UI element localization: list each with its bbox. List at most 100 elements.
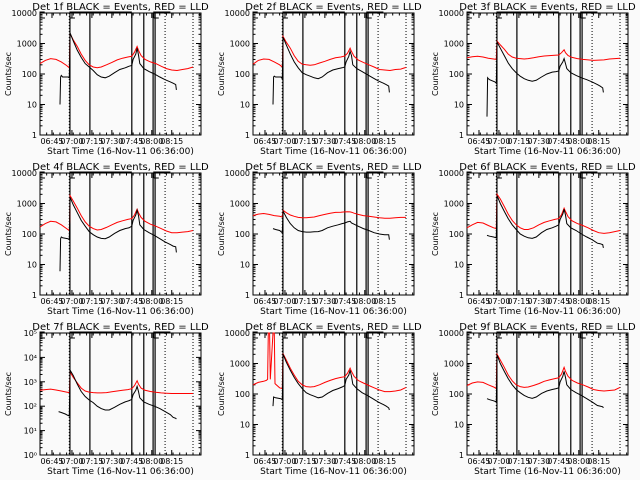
bracket-marker [69,171,132,178]
x-tick-label: 06:45 [40,137,63,146]
plot-frame [252,172,415,296]
bracket-marker [496,171,559,178]
y-tick-label: 10⁴ [24,353,37,362]
y-tick-label: 1000 [230,200,250,209]
x-tick-label: 08:00 [140,457,163,466]
x-tick-label: 07:30 [313,137,336,146]
y-tick-label: 1 [459,131,464,140]
y-tick-label: 10000 [12,169,37,178]
panel-title: Det 4f BLACK = Events, RED = LLD [32,162,209,173]
x-tick-label: 07:00 [487,297,510,306]
y-tick-label: 1 [459,291,464,300]
events-series-line [59,32,177,105]
x-tick-label: 07:00 [487,137,510,146]
x-tick-label: 08:15 [587,137,610,146]
x-tick-label: 07:00 [60,137,83,146]
bracket-marker [580,331,598,338]
y-tick-label: 1000 [230,360,250,369]
x-tick-label: 07:30 [313,297,336,306]
plot-frame [39,12,202,136]
x-tick-label: 07:45 [333,457,356,466]
x-tick-label: 08:15 [373,297,396,306]
y-tick-label: 10 [240,101,250,110]
y-tick-label: 10³ [24,378,37,387]
panel-det-7f: Det 7f BLACK = Events, RED = LLD 10⁰ 10¹ 10… [4,322,209,477]
x-tick-label: 06:45 [253,137,276,146]
x-tick-label: 06:45 [40,457,63,466]
x-tick-label: 08:00 [140,297,163,306]
bracket-marker [366,171,384,178]
y-tick-label: 10000 [225,9,250,18]
x-tick-label: 06:45 [40,297,63,306]
y-tick-label: 1 [245,131,250,140]
x-tick-label: 06:45 [253,457,276,466]
bracket-marker [580,11,598,18]
bracket-marker [466,171,472,178]
plot-frame [466,172,629,296]
panel-det-8f: Det 8f BLACK = Events, RED = LLD 1 10 100 10… [217,322,422,477]
y-tick-label: 1 [245,451,250,460]
x-axis-label: Start Time (16-Nov-11 06:36:00) [474,467,621,477]
bracket-marker [69,11,132,18]
x-axis-label: Start Time (16-Nov-11 06:36:00) [47,147,194,157]
x-tick-label: 08:00 [140,137,163,146]
x-tick-label: 06:45 [467,137,490,146]
x-tick-label: 08:15 [587,297,610,306]
lld-series-line [252,34,407,72]
x-tick-label: 08:15 [373,457,396,466]
x-tick-label: 08:00 [567,137,590,146]
lld-series-line [39,33,194,72]
x-tick-label: 08:15 [160,137,183,146]
y-tick-label: 10000 [225,169,250,178]
x-tick-label: 08:00 [353,457,376,466]
bracket-marker [282,11,345,18]
events-series-line [59,197,177,272]
plot-frame [252,332,415,456]
events-series-line [486,354,604,409]
y-axis-label: Counts/sec [4,212,13,256]
bracket-marker [580,171,598,178]
y-tick-label: 10 [454,421,464,430]
bracket-marker [153,331,171,338]
x-tick-label: 07:00 [60,297,83,306]
x-tick-label: 07:00 [273,457,296,466]
y-axis-label: Counts/sec [431,372,440,416]
panel-title: Det 5f BLACK = Events, RED = LLD [245,162,422,173]
x-tick-label: 08:00 [567,297,590,306]
bracket-marker [39,331,45,338]
x-tick-label: 07:00 [273,137,296,146]
y-tick-label: 10² [24,402,37,411]
y-tick-label: 10 [240,261,250,270]
x-tick-label: 07:45 [333,137,356,146]
plot-frame [39,332,202,456]
x-tick-label: 08:15 [373,137,396,146]
lld-series-line [466,352,621,392]
x-tick-label: 07:45 [547,297,570,306]
x-tick-label: 08:15 [160,297,183,306]
y-tick-label: 1 [459,451,464,460]
lld-series-line [466,39,621,61]
x-tick-label: 06:45 [253,297,276,306]
bracket-marker [496,11,559,18]
x-tick-label: 07:30 [527,297,550,306]
x-tick-label: 07:15 [80,297,103,306]
bracket-marker [252,331,258,338]
x-tick-label: 07:15 [507,297,530,306]
y-tick-label: 100 [449,390,464,399]
y-tick-label: 1000 [444,200,464,209]
lld-series-line [39,193,194,234]
panel-det-5f: Det 5f BLACK = Events, RED = LLD 1 10 100 10… [217,162,422,317]
y-tick-label: 1 [32,291,37,300]
y-tick-label: 10⁰ [24,451,37,460]
y-axis-label: Counts/sec [217,52,226,96]
x-tick-label: 07:30 [100,137,123,146]
bracket-marker [366,331,384,338]
lld-series-line [252,209,406,219]
x-tick-label: 07:45 [120,137,143,146]
panel-title: Det 8f BLACK = Events, RED = LLD [245,322,422,333]
x-tick-label: 08:15 [587,457,610,466]
y-tick-label: 100 [449,230,464,239]
panel-det-2f: Det 2f BLACK = Events, RED = LLD 1 10 100 10… [217,2,422,157]
x-tick-label: 07:45 [547,137,570,146]
x-tick-label: 07:00 [273,297,296,306]
